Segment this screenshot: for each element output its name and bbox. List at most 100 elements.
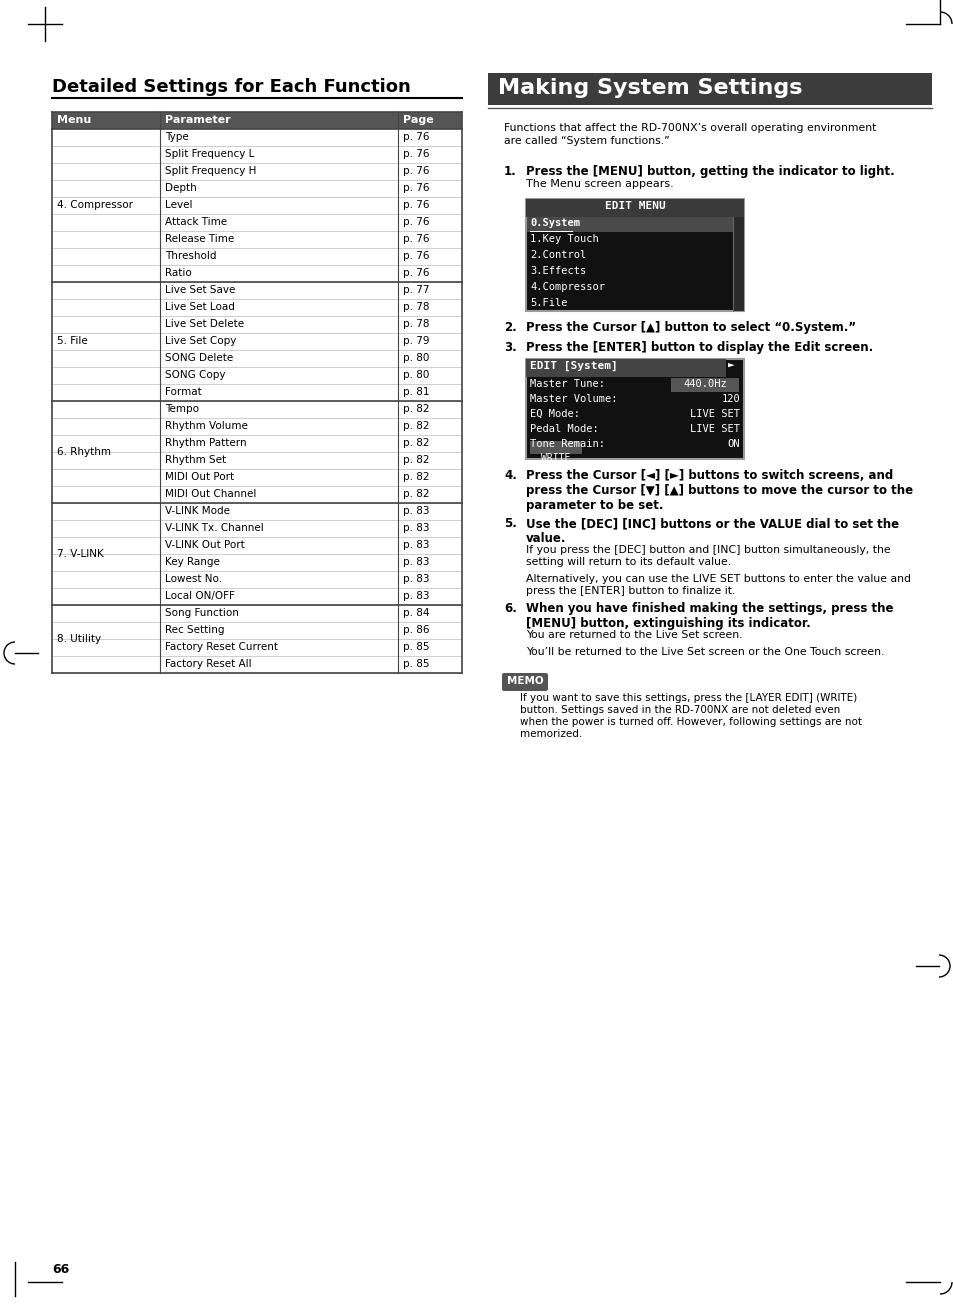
Text: 5.File: 5.File: [530, 298, 567, 308]
Text: p. 76: p. 76: [402, 251, 429, 261]
Bar: [488, 73, 931, 104]
Text: p. 80: p. 80: [402, 353, 429, 363]
Text: p. 86: p. 86: [402, 626, 429, 635]
Bar: [52, 112, 461, 129]
Text: Press the [MENU] button, getting the indicator to light.: Press the [MENU] button, getting the ind…: [525, 165, 894, 178]
Text: p. 82: p. 82: [402, 404, 429, 414]
Text: press the [ENTER] button to finalize it.: press the [ENTER] button to finalize it.: [525, 586, 735, 596]
Bar: [732, 217, 743, 311]
Text: If you press the [DEC] button and [INC] button simultaneously, the: If you press the [DEC] button and [INC] …: [525, 545, 890, 555]
Text: Rhythm Set: Rhythm Set: [165, 454, 226, 465]
Text: LIVE SET: LIVE SET: [689, 409, 740, 419]
Text: Press the Cursor [◄] [►] buttons to switch screens, and
press the Cursor [▼] [▲]: Press the Cursor [◄] [►] buttons to swit…: [525, 469, 912, 512]
Text: Tone Remain:: Tone Remain:: [530, 439, 604, 449]
Text: 3.: 3.: [503, 341, 517, 354]
Text: Level: Level: [165, 200, 193, 210]
Text: Master Tune:: Master Tune:: [530, 379, 604, 389]
Text: 4.: 4.: [503, 469, 517, 482]
Text: Alternatively, you can use the LIVE SET buttons to enter the value and: Alternatively, you can use the LIVE SET …: [525, 575, 910, 584]
Text: 120: 120: [720, 394, 740, 404]
Text: Song Function: Song Function: [165, 609, 238, 618]
Text: p. 76: p. 76: [402, 268, 429, 278]
Text: p. 82: p. 82: [402, 438, 429, 448]
Text: when the power is turned off. However, following settings are not: when the power is turned off. However, f…: [519, 717, 862, 727]
Text: Factory Reset Current: Factory Reset Current: [165, 643, 277, 652]
Text: p. 85: p. 85: [402, 643, 429, 652]
Text: p. 76: p. 76: [402, 234, 429, 244]
Text: EQ Mode:: EQ Mode:: [530, 409, 579, 419]
Text: Parameter: Parameter: [165, 115, 231, 125]
Text: When you have finished making the settings, press the
[MENU] button, extinguishi: When you have finished making the settin…: [525, 602, 893, 629]
Text: Split Frequency L: Split Frequency L: [165, 149, 254, 159]
Text: Menu: Menu: [57, 115, 91, 125]
Text: p. 82: p. 82: [402, 471, 429, 482]
Text: p. 82: p. 82: [402, 488, 429, 499]
Text: Press the [ENTER] button to display the Edit screen.: Press the [ENTER] button to display the …: [525, 341, 872, 354]
Text: p. 83: p. 83: [402, 539, 429, 550]
Text: p. 76: p. 76: [402, 200, 429, 210]
Text: Depth: Depth: [165, 183, 196, 193]
Text: 2.Control: 2.Control: [530, 249, 586, 260]
Text: setting will return to its default value.: setting will return to its default value…: [525, 556, 730, 567]
Bar: [525, 359, 725, 377]
Text: SONG Delete: SONG Delete: [165, 353, 233, 363]
Text: Making System Settings: Making System Settings: [497, 78, 801, 98]
Text: WRITE: WRITE: [540, 453, 570, 464]
Text: p. 83: p. 83: [402, 592, 429, 601]
Text: 4. Compressor: 4. Compressor: [57, 201, 132, 210]
Text: You’ll be returned to the Live Set screen or the One Touch screen.: You’ll be returned to the Live Set scree…: [525, 646, 883, 657]
Text: MIDI Out Port: MIDI Out Port: [165, 471, 233, 482]
Text: p. 76: p. 76: [402, 149, 429, 159]
Text: 3.Effects: 3.Effects: [530, 266, 586, 276]
Text: V-LINK Tx. Channel: V-LINK Tx. Channel: [165, 522, 263, 533]
Text: p. 81: p. 81: [402, 387, 429, 397]
Text: p. 76: p. 76: [402, 132, 429, 142]
Text: Rec Setting: Rec Setting: [165, 626, 224, 635]
Text: Split Frequency H: Split Frequency H: [165, 166, 256, 176]
FancyBboxPatch shape: [501, 673, 547, 691]
Text: 4.Compressor: 4.Compressor: [530, 282, 604, 293]
Text: p. 83: p. 83: [402, 556, 429, 567]
Text: Local ON/OFF: Local ON/OFF: [165, 592, 234, 601]
Text: Factory Reset All: Factory Reset All: [165, 660, 252, 669]
Text: Rhythm Volume: Rhythm Volume: [165, 421, 248, 431]
Text: MIDI Out Channel: MIDI Out Channel: [165, 488, 256, 499]
Text: p. 76: p. 76: [402, 217, 429, 227]
Text: 5. File: 5. File: [57, 337, 88, 346]
Text: p. 77: p. 77: [402, 285, 429, 295]
Text: p. 84: p. 84: [402, 609, 429, 618]
Text: p. 80: p. 80: [402, 370, 429, 380]
Text: Live Set Copy: Live Set Copy: [165, 336, 236, 346]
Text: memorized.: memorized.: [519, 729, 581, 739]
Text: 5.: 5.: [503, 517, 517, 530]
Text: Lowest No.: Lowest No.: [165, 575, 222, 584]
Text: p. 82: p. 82: [402, 421, 429, 431]
Text: You are returned to the Live Set screen.: You are returned to the Live Set screen.: [525, 629, 741, 640]
Text: Live Set Save: Live Set Save: [165, 285, 235, 295]
Text: Tempo: Tempo: [165, 404, 199, 414]
Text: V-LINK Mode: V-LINK Mode: [165, 505, 230, 516]
Text: ON: ON: [727, 439, 740, 449]
Text: Page: Page: [402, 115, 434, 125]
Text: 6.: 6.: [503, 602, 517, 615]
Text: 1.: 1.: [503, 165, 517, 178]
Text: Pedal Mode:: Pedal Mode:: [530, 424, 598, 434]
Bar: [525, 359, 743, 458]
Text: SONG Copy: SONG Copy: [165, 370, 225, 380]
Text: Key Range: Key Range: [165, 556, 219, 567]
Text: p. 76: p. 76: [402, 183, 429, 193]
Text: button. Settings saved in the RD-700NX are not deleted even: button. Settings saved in the RD-700NX a…: [519, 705, 840, 714]
Text: p. 82: p. 82: [402, 454, 429, 465]
Text: The Menu screen appears.: The Menu screen appears.: [525, 179, 673, 189]
Text: p. 83: p. 83: [402, 505, 429, 516]
Text: 1.Key Touch: 1.Key Touch: [530, 234, 598, 244]
Text: Release Time: Release Time: [165, 234, 234, 244]
Text: p. 83: p. 83: [402, 522, 429, 533]
Text: 440.0Hz: 440.0Hz: [682, 379, 726, 389]
Text: Functions that affect the RD-700NX’s overall operating environment
are called “S: Functions that affect the RD-700NX’s ove…: [503, 123, 876, 146]
Text: V-LINK Out Port: V-LINK Out Port: [165, 539, 245, 550]
Text: Rhythm Pattern: Rhythm Pattern: [165, 438, 247, 448]
Text: 0.System: 0.System: [530, 218, 579, 229]
Text: Format: Format: [165, 387, 201, 397]
Text: Attack Time: Attack Time: [165, 217, 227, 227]
